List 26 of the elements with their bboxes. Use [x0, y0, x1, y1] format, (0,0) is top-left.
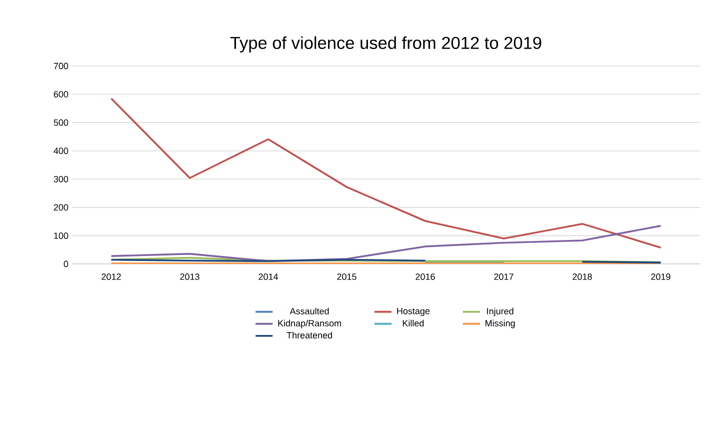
y-tick-label: 600 [54, 91, 68, 98]
legend-label: Hostage [397, 308, 430, 316]
legend-label: Missing [486, 320, 515, 328]
x-tick-label: 2016 [416, 274, 435, 280]
y-tick-label: 0 [64, 260, 68, 268]
legend-label: Assaulted [290, 308, 329, 314]
line-series [110, 224, 662, 262]
legend-label: Injured [487, 308, 514, 316]
x-tick-label: 2015 [337, 274, 356, 280]
x-tick-label: 2012 [102, 274, 121, 280]
line-series [110, 98, 662, 248]
x-tick-label: 2018 [572, 274, 592, 280]
x-tick-label: 2017 [494, 274, 514, 280]
legend-label: Kidnap/Ransom [278, 320, 341, 328]
y-tick-label: 500 [54, 119, 68, 126]
legend-label: Threatened [286, 332, 332, 338]
y-tick-label: 200 [54, 204, 68, 211]
y-tick-label: 400 [54, 148, 68, 154]
y-tick-label: 100 [54, 232, 68, 239]
x-tick-label: 2013 [180, 274, 200, 280]
x-tick-label: 2014 [258, 274, 278, 280]
y-tick-label: 300 [54, 176, 68, 182]
chart-title: Type of violence used from 2012 to 2019 [230, 36, 542, 52]
x-tick-label: 2019 [651, 274, 670, 280]
y-tick-label: 700 [54, 62, 68, 70]
legend-label: Killed [402, 320, 424, 326]
